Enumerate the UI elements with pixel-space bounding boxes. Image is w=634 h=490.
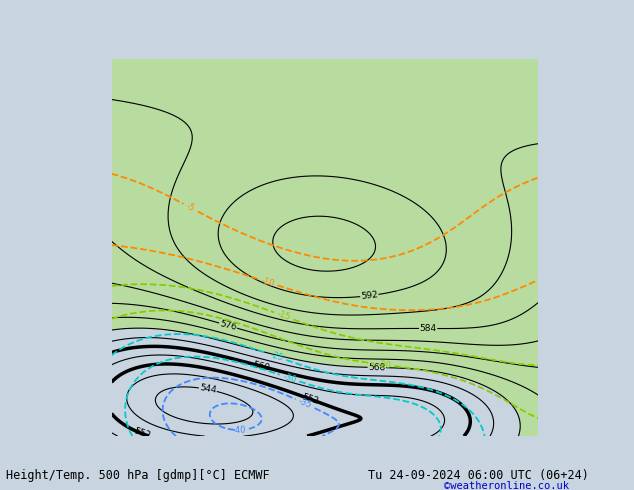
Text: -10: -10 (260, 276, 275, 288)
Text: Tu 24-09-2024 06:00 UTC (06+24): Tu 24-09-2024 06:00 UTC (06+24) (368, 469, 588, 482)
Text: ©weatheronline.co.uk: ©weatheronline.co.uk (444, 481, 569, 490)
Text: -35: -35 (297, 397, 313, 410)
Text: Height/Temp. 500 hPa [gdmp][°C] ECMWF: Height/Temp. 500 hPa [gdmp][°C] ECMWF (6, 469, 270, 482)
Polygon shape (233, 77, 273, 122)
Polygon shape (453, 346, 498, 369)
Text: 560: 560 (252, 360, 271, 372)
Polygon shape (188, 126, 237, 158)
Text: 552: 552 (133, 427, 152, 441)
Text: 584: 584 (420, 324, 437, 333)
Text: 568: 568 (368, 363, 385, 372)
Polygon shape (480, 324, 507, 342)
Text: 552: 552 (301, 392, 320, 406)
Text: 576: 576 (219, 319, 238, 332)
Text: -5: -5 (185, 202, 196, 214)
Text: -20: -20 (377, 360, 391, 370)
Text: -25: -25 (269, 350, 285, 363)
Text: 592: 592 (360, 290, 378, 301)
Polygon shape (219, 212, 399, 333)
Text: 544: 544 (198, 384, 217, 395)
Polygon shape (242, 148, 273, 175)
Polygon shape (129, 131, 291, 194)
Text: -30: -30 (281, 372, 297, 384)
Polygon shape (295, 175, 381, 198)
Polygon shape (157, 131, 179, 153)
Text: -15: -15 (276, 310, 292, 322)
Text: -40: -40 (232, 425, 246, 435)
